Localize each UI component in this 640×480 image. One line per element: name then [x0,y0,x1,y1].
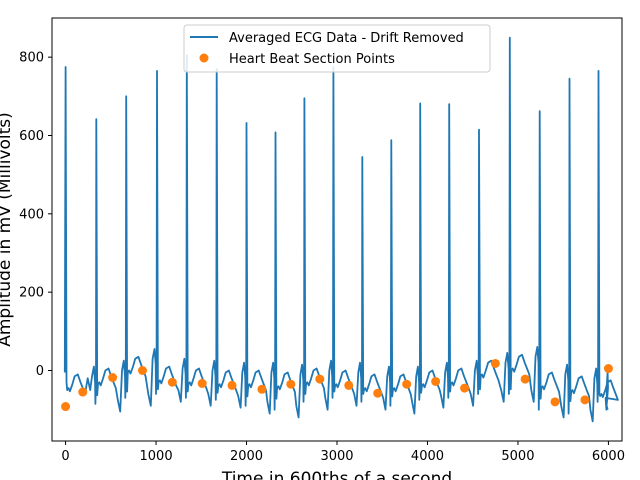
legend-dot-swatch [199,53,209,63]
y-axis: 0 200 400 600 800 [19,51,52,379]
ecg-series-line [63,36,619,423]
plot-area [63,36,619,423]
section-point [315,374,325,384]
x-tick-label: 3000 [320,449,353,464]
y-tick-label: 400 [19,207,44,222]
section-point [603,364,613,374]
section-point [257,384,267,394]
section-point [78,387,88,397]
x-axis: 0 1000 2000 3000 4000 5000 6000 [61,441,625,464]
y-tick-label: 600 [19,129,44,144]
section-point [373,388,383,398]
section-point [520,374,530,384]
section-point [197,378,207,388]
x-tick-label: 4000 [411,449,444,464]
section-point [490,358,500,368]
section-point [550,397,560,407]
section-point [167,377,177,387]
section-point [108,373,118,383]
y-tick-label: 0 [36,364,44,379]
x-tick-label: 0 [61,449,69,464]
axes-frame [51,17,623,442]
x-tick-label: 2000 [230,449,263,464]
legend-label-ecg: Averaged ECG Data - Drift Removed [229,31,464,46]
x-axis-title: Time in 600ths of a second [221,469,452,480]
section-point [460,383,470,393]
legend: Averaged ECG Data - Drift Removed Heart … [183,24,491,73]
x-tick-label: 6000 [592,449,625,464]
section-point [286,379,296,389]
x-tick-label: 5000 [501,449,534,464]
section-point [61,402,71,412]
x-tick-label: 1000 [140,449,173,464]
scatter-layer [61,358,613,412]
legend-box [183,24,491,73]
legend-label-section-points: Heart Beat Section Points [229,52,395,67]
section-point [344,380,354,390]
section-point [431,376,441,386]
y-axis-title: Amplitude in mV (Millivolts) [0,112,15,347]
section-point [227,380,237,390]
y-tick-label: 200 [19,286,44,301]
y-tick-label: 800 [19,51,44,66]
section-point [137,366,147,375]
section-point [402,379,412,389]
section-point [580,395,590,405]
